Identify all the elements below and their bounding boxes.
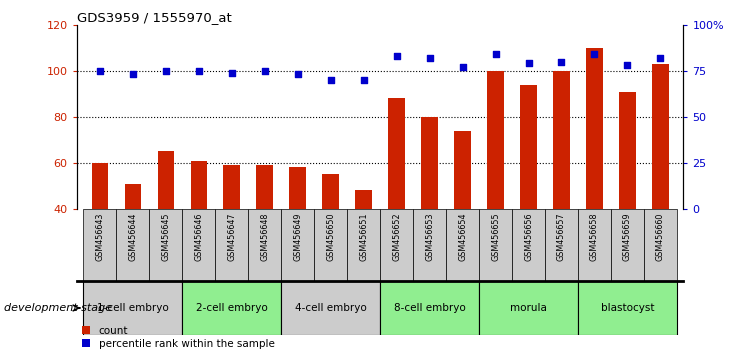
Text: morula: morula [510, 303, 547, 313]
Bar [578, 209, 611, 281]
Point [292, 72, 303, 77]
Bar [83, 209, 116, 281]
Text: GSM456658: GSM456658 [590, 212, 599, 261]
Text: GSM456648: GSM456648 [260, 212, 269, 261]
Point [226, 70, 238, 75]
Text: GSM456645: GSM456645 [162, 212, 170, 261]
Bar [479, 281, 578, 335]
Point [523, 61, 534, 66]
Bar [281, 281, 380, 335]
Text: GSM456657: GSM456657 [557, 212, 566, 261]
Bar [91, 163, 108, 301]
Bar [249, 209, 281, 281]
Point [556, 59, 567, 64]
Text: blastocyst: blastocyst [601, 303, 654, 313]
Text: GSM456651: GSM456651 [359, 212, 368, 261]
Text: development stage: development stage [4, 303, 112, 313]
Bar [257, 165, 273, 301]
Bar [512, 209, 545, 281]
Text: 8-cell embryo: 8-cell embryo [394, 303, 466, 313]
Bar [644, 209, 677, 281]
Point [357, 77, 369, 83]
Text: GSM456650: GSM456650 [326, 212, 335, 261]
Text: GSM456654: GSM456654 [458, 212, 467, 261]
Bar [83, 281, 182, 335]
Bar [215, 209, 249, 281]
Text: GSM456653: GSM456653 [425, 212, 434, 261]
Point [391, 53, 403, 59]
Bar [149, 209, 182, 281]
Text: GSM456643: GSM456643 [95, 212, 105, 261]
Bar [224, 165, 240, 301]
Text: 1-cell embryo: 1-cell embryo [97, 303, 169, 313]
Text: GSM456644: GSM456644 [129, 212, 137, 261]
Bar [380, 281, 479, 335]
Text: GSM456655: GSM456655 [491, 212, 500, 261]
Bar [380, 209, 413, 281]
Bar [182, 281, 281, 335]
Bar [520, 85, 537, 301]
Bar [124, 184, 141, 301]
Bar [191, 161, 207, 301]
Point [621, 62, 633, 68]
Bar [586, 48, 602, 301]
Bar [314, 209, 347, 281]
Point [490, 51, 501, 57]
Legend: count, percentile rank within the sample: count, percentile rank within the sample [82, 326, 275, 349]
Bar [413, 209, 446, 281]
Bar [446, 209, 479, 281]
Bar [479, 209, 512, 281]
Bar [182, 209, 215, 281]
Text: GSM456649: GSM456649 [293, 212, 302, 261]
Bar [322, 175, 339, 301]
Point [457, 64, 469, 70]
Point [588, 51, 600, 57]
Bar [454, 131, 471, 301]
Bar [545, 209, 578, 281]
Text: GSM456660: GSM456660 [656, 212, 665, 261]
Point [654, 55, 666, 61]
Text: GSM456646: GSM456646 [194, 212, 203, 261]
Point [160, 68, 172, 74]
Bar [421, 117, 438, 301]
Point [193, 68, 205, 74]
Point [127, 72, 139, 77]
Bar [289, 167, 306, 301]
Bar [355, 190, 372, 301]
Point [259, 68, 270, 74]
Bar [347, 209, 380, 281]
Text: 2-cell embryo: 2-cell embryo [196, 303, 268, 313]
Bar [553, 71, 569, 301]
Bar [116, 209, 149, 281]
Text: GSM456659: GSM456659 [623, 212, 632, 261]
Bar [158, 152, 174, 301]
Text: GSM456652: GSM456652 [392, 212, 401, 261]
Bar [281, 209, 314, 281]
Point [325, 77, 336, 83]
Point [94, 68, 106, 74]
Text: GSM456656: GSM456656 [524, 212, 533, 261]
Point [424, 55, 436, 61]
Bar [578, 281, 677, 335]
Text: GSM456647: GSM456647 [227, 212, 236, 261]
Text: GDS3959 / 1555970_at: GDS3959 / 1555970_at [77, 11, 232, 24]
Bar [652, 64, 669, 301]
Text: 4-cell embryo: 4-cell embryo [295, 303, 366, 313]
Bar [388, 98, 405, 301]
Bar [611, 209, 644, 281]
Bar [619, 92, 636, 301]
Bar [488, 71, 504, 301]
